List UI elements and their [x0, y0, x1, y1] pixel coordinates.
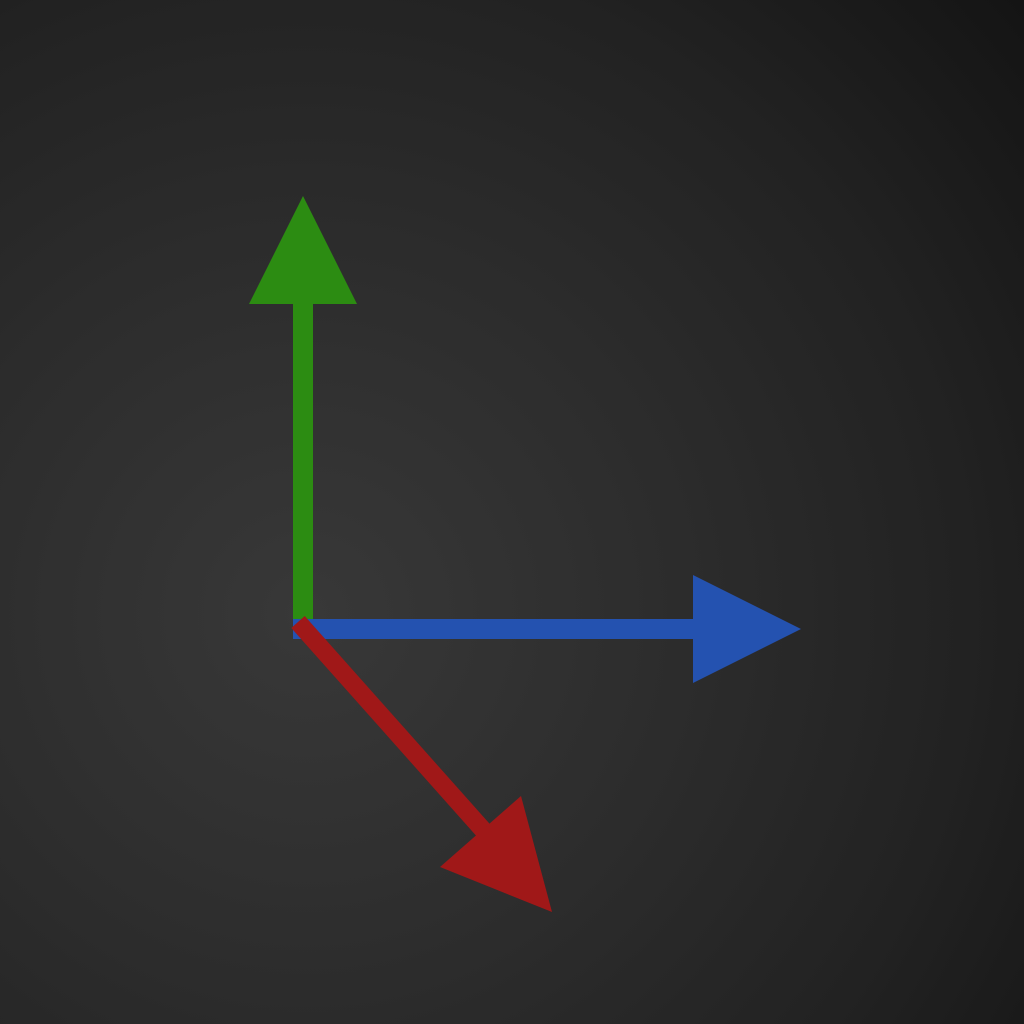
axis-arrowhead-right [693, 575, 801, 683]
axis-arrow-up [249, 196, 357, 628]
axis-arrowhead-down-right [440, 796, 552, 912]
axis-shaft-down-right [291, 616, 499, 846]
axis-arrow-right [293, 575, 801, 683]
axis-arrow-down-right [291, 616, 552, 912]
axis-arrowhead-up [249, 196, 357, 304]
